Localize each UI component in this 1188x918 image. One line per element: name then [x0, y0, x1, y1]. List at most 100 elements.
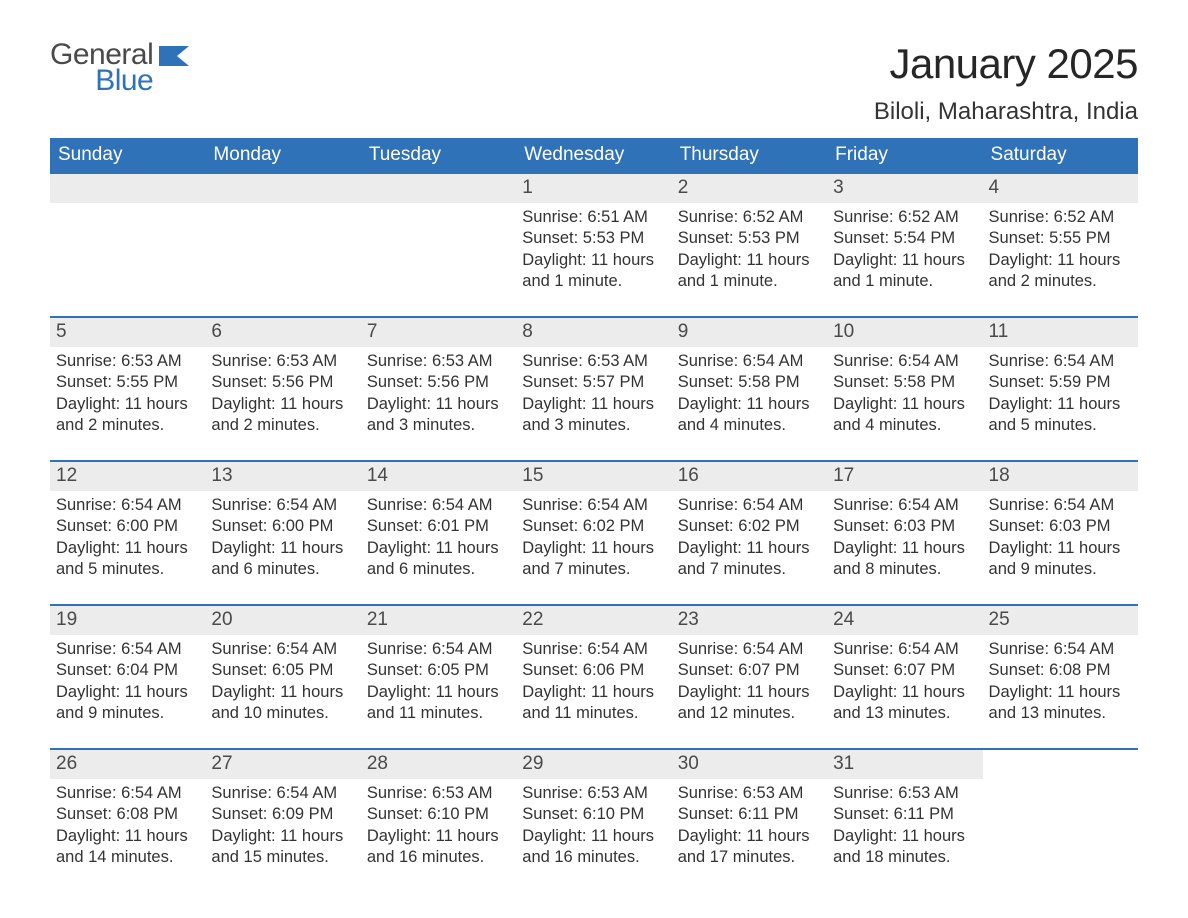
sunrise-text: Sunrise: 6:52 AM [678, 207, 821, 228]
day-body: Sunrise: 6:54 AMSunset: 6:07 PMDaylight:… [672, 635, 827, 731]
sunrise-text: Sunrise: 6:53 AM [56, 351, 199, 372]
sunrise-text: Sunrise: 6:53 AM [367, 783, 510, 804]
day-body: Sunrise: 6:54 AMSunset: 6:02 PMDaylight:… [672, 491, 827, 587]
day-header: Friday [827, 138, 982, 174]
month-title: January 2025 [874, 40, 1138, 88]
day-cell: 31Sunrise: 6:53 AMSunset: 6:11 PMDayligh… [827, 750, 982, 892]
daylight-text: Daylight: 11 hours and 9 minutes. [989, 538, 1132, 581]
day-number: 23 [672, 606, 827, 635]
sunrise-text: Sunrise: 6:53 AM [211, 351, 354, 372]
sunrise-text: Sunrise: 6:54 AM [211, 495, 354, 516]
day-cell: 1Sunrise: 6:51 AMSunset: 5:53 PMDaylight… [516, 174, 671, 316]
sunset-text: Sunset: 6:06 PM [522, 660, 665, 681]
sunrise-text: Sunrise: 6:54 AM [367, 495, 510, 516]
sunrise-text: Sunrise: 6:53 AM [522, 783, 665, 804]
sunrise-text: Sunrise: 6:54 AM [833, 351, 976, 372]
day-number: 14 [361, 462, 516, 491]
day-body: Sunrise: 6:52 AMSunset: 5:54 PMDaylight:… [827, 203, 982, 299]
sunrise-text: Sunrise: 6:54 AM [56, 639, 199, 660]
day-cell: 17Sunrise: 6:54 AMSunset: 6:03 PMDayligh… [827, 462, 982, 604]
week-row: 19Sunrise: 6:54 AMSunset: 6:04 PMDayligh… [50, 604, 1138, 748]
sunset-text: Sunset: 5:58 PM [833, 372, 976, 393]
sunrise-text: Sunrise: 6:54 AM [678, 351, 821, 372]
day-body: Sunrise: 6:54 AMSunset: 6:08 PMDaylight:… [983, 635, 1138, 731]
week-row: 1Sunrise: 6:51 AMSunset: 5:53 PMDaylight… [50, 174, 1138, 316]
day-body: Sunrise: 6:54 AMSunset: 6:03 PMDaylight:… [827, 491, 982, 587]
day-body: Sunrise: 6:53 AMSunset: 6:10 PMDaylight:… [516, 779, 671, 875]
sunset-text: Sunset: 5:53 PM [522, 228, 665, 249]
day-cell: 4Sunrise: 6:52 AMSunset: 5:55 PMDaylight… [983, 174, 1138, 316]
sunset-text: Sunset: 6:07 PM [678, 660, 821, 681]
day-header: Wednesday [516, 138, 671, 174]
day-cell: 7Sunrise: 6:53 AMSunset: 5:56 PMDaylight… [361, 318, 516, 460]
daylight-text: Daylight: 11 hours and 10 minutes. [211, 682, 354, 725]
daylight-text: Daylight: 11 hours and 3 minutes. [367, 394, 510, 437]
sunrise-text: Sunrise: 6:54 AM [833, 639, 976, 660]
title-block: January 2025 Biloli, Maharashtra, India [874, 40, 1138, 126]
day-cell: 27Sunrise: 6:54 AMSunset: 6:09 PMDayligh… [205, 750, 360, 892]
day-cell: 16Sunrise: 6:54 AMSunset: 6:02 PMDayligh… [672, 462, 827, 604]
day-number: 13 [205, 462, 360, 491]
daylight-text: Daylight: 11 hours and 17 minutes. [678, 826, 821, 869]
day-body: Sunrise: 6:53 AMSunset: 6:10 PMDaylight:… [361, 779, 516, 875]
day-cell: 5Sunrise: 6:53 AMSunset: 5:55 PMDaylight… [50, 318, 205, 460]
sunrise-text: Sunrise: 6:54 AM [211, 783, 354, 804]
sunrise-text: Sunrise: 6:54 AM [989, 351, 1132, 372]
day-cell [205, 174, 360, 316]
sunrise-text: Sunrise: 6:53 AM [367, 351, 510, 372]
day-number: 5 [50, 318, 205, 347]
day-body: Sunrise: 6:53 AMSunset: 5:56 PMDaylight:… [361, 347, 516, 443]
day-number: 11 [983, 318, 1138, 347]
sunrise-text: Sunrise: 6:54 AM [56, 495, 199, 516]
daylight-text: Daylight: 11 hours and 11 minutes. [367, 682, 510, 725]
day-number: 27 [205, 750, 360, 779]
day-body: Sunrise: 6:54 AMSunset: 6:05 PMDaylight:… [361, 635, 516, 731]
day-header-row: SundayMondayTuesdayWednesdayThursdayFrid… [50, 138, 1138, 174]
day-body: Sunrise: 6:54 AMSunset: 6:00 PMDaylight:… [205, 491, 360, 587]
sunrise-text: Sunrise: 6:52 AM [833, 207, 976, 228]
empty-day-bar [205, 174, 360, 203]
day-cell: 11Sunrise: 6:54 AMSunset: 5:59 PMDayligh… [983, 318, 1138, 460]
sunset-text: Sunset: 6:11 PM [833, 804, 976, 825]
day-body: Sunrise: 6:54 AMSunset: 6:03 PMDaylight:… [983, 491, 1138, 587]
daylight-text: Daylight: 11 hours and 14 minutes. [56, 826, 199, 869]
day-number: 31 [827, 750, 982, 779]
daylight-text: Daylight: 11 hours and 7 minutes. [678, 538, 821, 581]
sunset-text: Sunset: 6:10 PM [367, 804, 510, 825]
daylight-text: Daylight: 11 hours and 2 minutes. [211, 394, 354, 437]
daylight-text: Daylight: 11 hours and 5 minutes. [56, 538, 199, 581]
sunset-text: Sunset: 6:02 PM [678, 516, 821, 537]
day-number: 10 [827, 318, 982, 347]
sunrise-text: Sunrise: 6:53 AM [678, 783, 821, 804]
day-cell: 28Sunrise: 6:53 AMSunset: 6:10 PMDayligh… [361, 750, 516, 892]
day-number: 9 [672, 318, 827, 347]
day-body: Sunrise: 6:54 AMSunset: 6:02 PMDaylight:… [516, 491, 671, 587]
daylight-text: Daylight: 11 hours and 13 minutes. [989, 682, 1132, 725]
day-body: Sunrise: 6:52 AMSunset: 5:55 PMDaylight:… [983, 203, 1138, 299]
day-cell: 14Sunrise: 6:54 AMSunset: 6:01 PMDayligh… [361, 462, 516, 604]
day-number: 28 [361, 750, 516, 779]
day-body: Sunrise: 6:53 AMSunset: 6:11 PMDaylight:… [827, 779, 982, 875]
day-number: 20 [205, 606, 360, 635]
day-body: Sunrise: 6:54 AMSunset: 6:08 PMDaylight:… [50, 779, 205, 875]
day-body: Sunrise: 6:54 AMSunset: 6:00 PMDaylight:… [50, 491, 205, 587]
day-body: Sunrise: 6:54 AMSunset: 6:06 PMDaylight:… [516, 635, 671, 731]
day-cell: 19Sunrise: 6:54 AMSunset: 6:04 PMDayligh… [50, 606, 205, 748]
daylight-text: Daylight: 11 hours and 2 minutes. [989, 250, 1132, 293]
day-header: Tuesday [361, 138, 516, 174]
sunset-text: Sunset: 5:59 PM [989, 372, 1132, 393]
day-body: Sunrise: 6:54 AMSunset: 6:07 PMDaylight:… [827, 635, 982, 731]
sunset-text: Sunset: 5:54 PM [833, 228, 976, 249]
day-cell: 25Sunrise: 6:54 AMSunset: 6:08 PMDayligh… [983, 606, 1138, 748]
location-subtitle: Biloli, Maharashtra, India [874, 98, 1138, 126]
empty-day-bar [50, 174, 205, 203]
sunset-text: Sunset: 6:05 PM [367, 660, 510, 681]
day-number: 24 [827, 606, 982, 635]
day-body: Sunrise: 6:54 AMSunset: 6:01 PMDaylight:… [361, 491, 516, 587]
day-number: 16 [672, 462, 827, 491]
day-cell: 6Sunrise: 6:53 AMSunset: 5:56 PMDaylight… [205, 318, 360, 460]
day-cell: 9Sunrise: 6:54 AMSunset: 5:58 PMDaylight… [672, 318, 827, 460]
daylight-text: Daylight: 11 hours and 2 minutes. [56, 394, 199, 437]
sunset-text: Sunset: 6:03 PM [833, 516, 976, 537]
empty-day-bar [361, 174, 516, 203]
